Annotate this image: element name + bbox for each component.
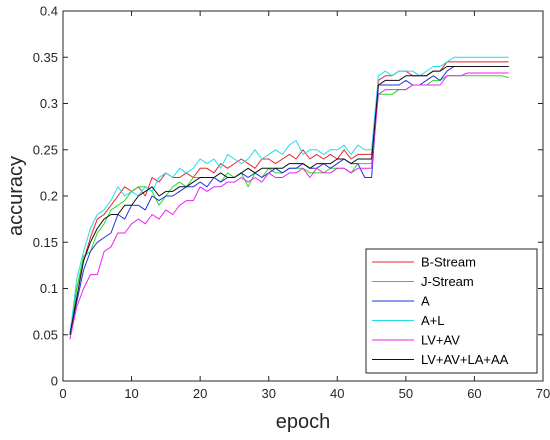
- y-tick-label: 0.25: [33, 142, 58, 157]
- x-tick-label: 40: [330, 386, 344, 401]
- x-tick-label: 50: [399, 386, 413, 401]
- series-line-lv-av-la-aa: [69, 66, 509, 335]
- y-tick-label: 0.35: [33, 50, 58, 65]
- y-tick-label: 0.2: [40, 189, 58, 204]
- legend-label: A+L: [421, 313, 445, 328]
- x-tick-label: 60: [467, 386, 481, 401]
- legend-label: J-Stream: [421, 274, 474, 289]
- x-tick-label: 70: [536, 386, 550, 401]
- y-tick-label: 0.05: [33, 327, 58, 342]
- y-axis-label: accuracy: [5, 156, 27, 236]
- y-tick-label: 0: [51, 374, 58, 389]
- x-tick-label: 0: [59, 386, 66, 401]
- series-line-a: [69, 66, 509, 335]
- series-lines: [69, 56, 509, 340]
- x-axis-label: epoch: [276, 411, 331, 433]
- x-tick-label: 20: [193, 386, 207, 401]
- axis-ticks: 0 10 20 30 40 50 60 70 0 0.05 0.1 0.15 0.2 0.25 0.3 0.3…: [33, 4, 550, 402]
- legend-label: LV+AV+LA+AA: [421, 352, 509, 367]
- legend-label: LV+AV: [421, 333, 460, 348]
- y-tick-label: 0.4: [40, 4, 58, 19]
- series-line-a-l: [69, 56, 509, 335]
- series-line-lv-av: [69, 72, 509, 340]
- y-tick-label: 0.15: [33, 235, 58, 250]
- legend-label: A: [421, 294, 430, 309]
- x-tick-label: 30: [261, 386, 275, 401]
- x-tick-label: 10: [124, 386, 138, 401]
- y-tick-label: 0.1: [40, 281, 58, 296]
- y-tick-label: 0.3: [40, 96, 58, 111]
- legend-box: [365, 248, 538, 374]
- legend: B-Stream J-Stream A A+L LV+AV LV+AV+LA+AA: [365, 248, 538, 374]
- legend-label: B-Stream: [421, 255, 476, 270]
